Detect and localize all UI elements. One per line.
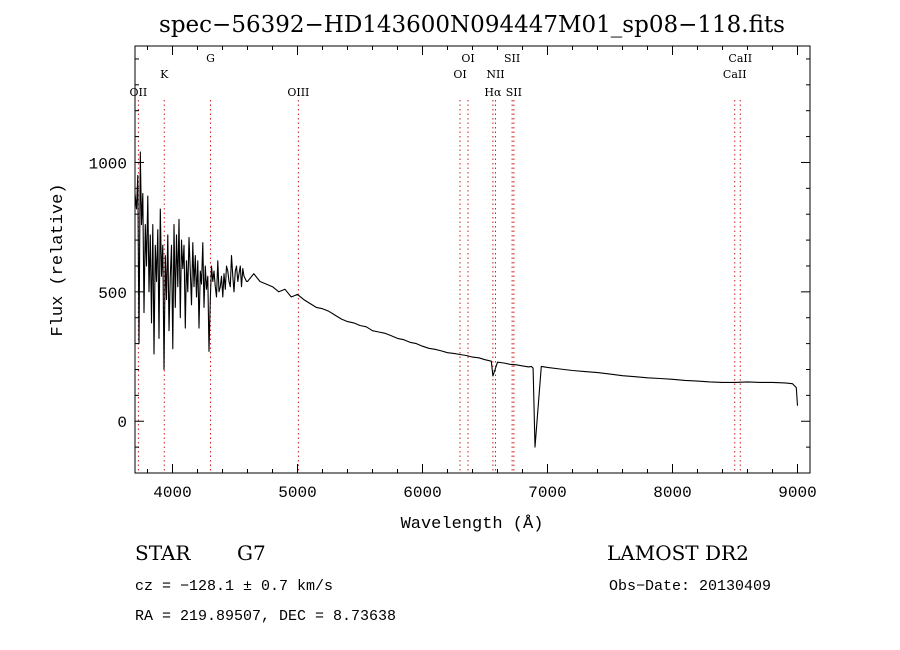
line-marker-label: OIII	[287, 86, 309, 99]
coordinates: RA = 219.89507, DEC = 8.73638	[135, 608, 396, 625]
x-axis-label: Wavelength (Å)	[401, 515, 544, 534]
line-marker-label: CaII	[723, 68, 747, 81]
line-marker-label: NII	[486, 68, 504, 81]
spectrum-line	[134, 151, 799, 448]
redshift-text: cz = −128.1 ± 0.7 km/s	[135, 578, 333, 595]
x-tick-label: 7000	[528, 484, 566, 502]
x-tick-label: 8000	[653, 484, 691, 502]
y-tick-label: 1000	[89, 155, 127, 173]
line-marker-label: K	[160, 68, 169, 81]
axis-ticks	[135, 46, 810, 473]
y-tick-labels: 0 500 1000	[89, 155, 127, 432]
object-type: STAR	[135, 541, 191, 565]
survey-name: LAMOST DR2	[607, 541, 749, 565]
y-axis-label: Flux (relative)	[49, 183, 68, 336]
chart-title: spec−56392−HD143600N094447M01_sp08−118.f…	[159, 12, 785, 38]
line-marker-label: SII	[504, 52, 520, 65]
obs-date: Obs−Date: 20130409	[609, 578, 771, 595]
x-tick-label: 6000	[403, 484, 441, 502]
emission-line-markers	[137, 100, 741, 473]
emission-line-labels: OII K G OIII OI OI NII Hα SII SII CaII CaII	[130, 52, 753, 99]
y-tick-label: 0	[117, 414, 127, 432]
x-tick-label: 4000	[153, 484, 191, 502]
y-tick-label: 500	[98, 285, 127, 303]
x-tick-labels: 4000 5000 6000 7000 8000 9000	[153, 484, 816, 502]
x-tick-label: 5000	[278, 484, 316, 502]
line-marker-label: Hα	[484, 86, 502, 99]
line-marker-label: OI	[453, 68, 466, 81]
line-marker-label: G	[206, 52, 215, 65]
plot-frame	[134, 45, 811, 474]
line-marker-label: SII	[506, 86, 522, 99]
object-subclass: G7	[237, 541, 266, 565]
line-marker-label: OII	[130, 86, 148, 99]
line-marker-label: CaII	[728, 52, 752, 65]
line-marker-label: OI	[461, 52, 474, 65]
x-tick-label: 9000	[778, 484, 816, 502]
